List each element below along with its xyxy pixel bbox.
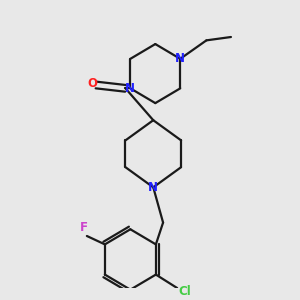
Text: Cl: Cl xyxy=(179,285,191,298)
Text: N: N xyxy=(175,52,185,65)
Text: F: F xyxy=(80,221,88,234)
Text: N: N xyxy=(148,181,158,194)
Text: N: N xyxy=(125,82,135,95)
Text: O: O xyxy=(87,77,97,90)
